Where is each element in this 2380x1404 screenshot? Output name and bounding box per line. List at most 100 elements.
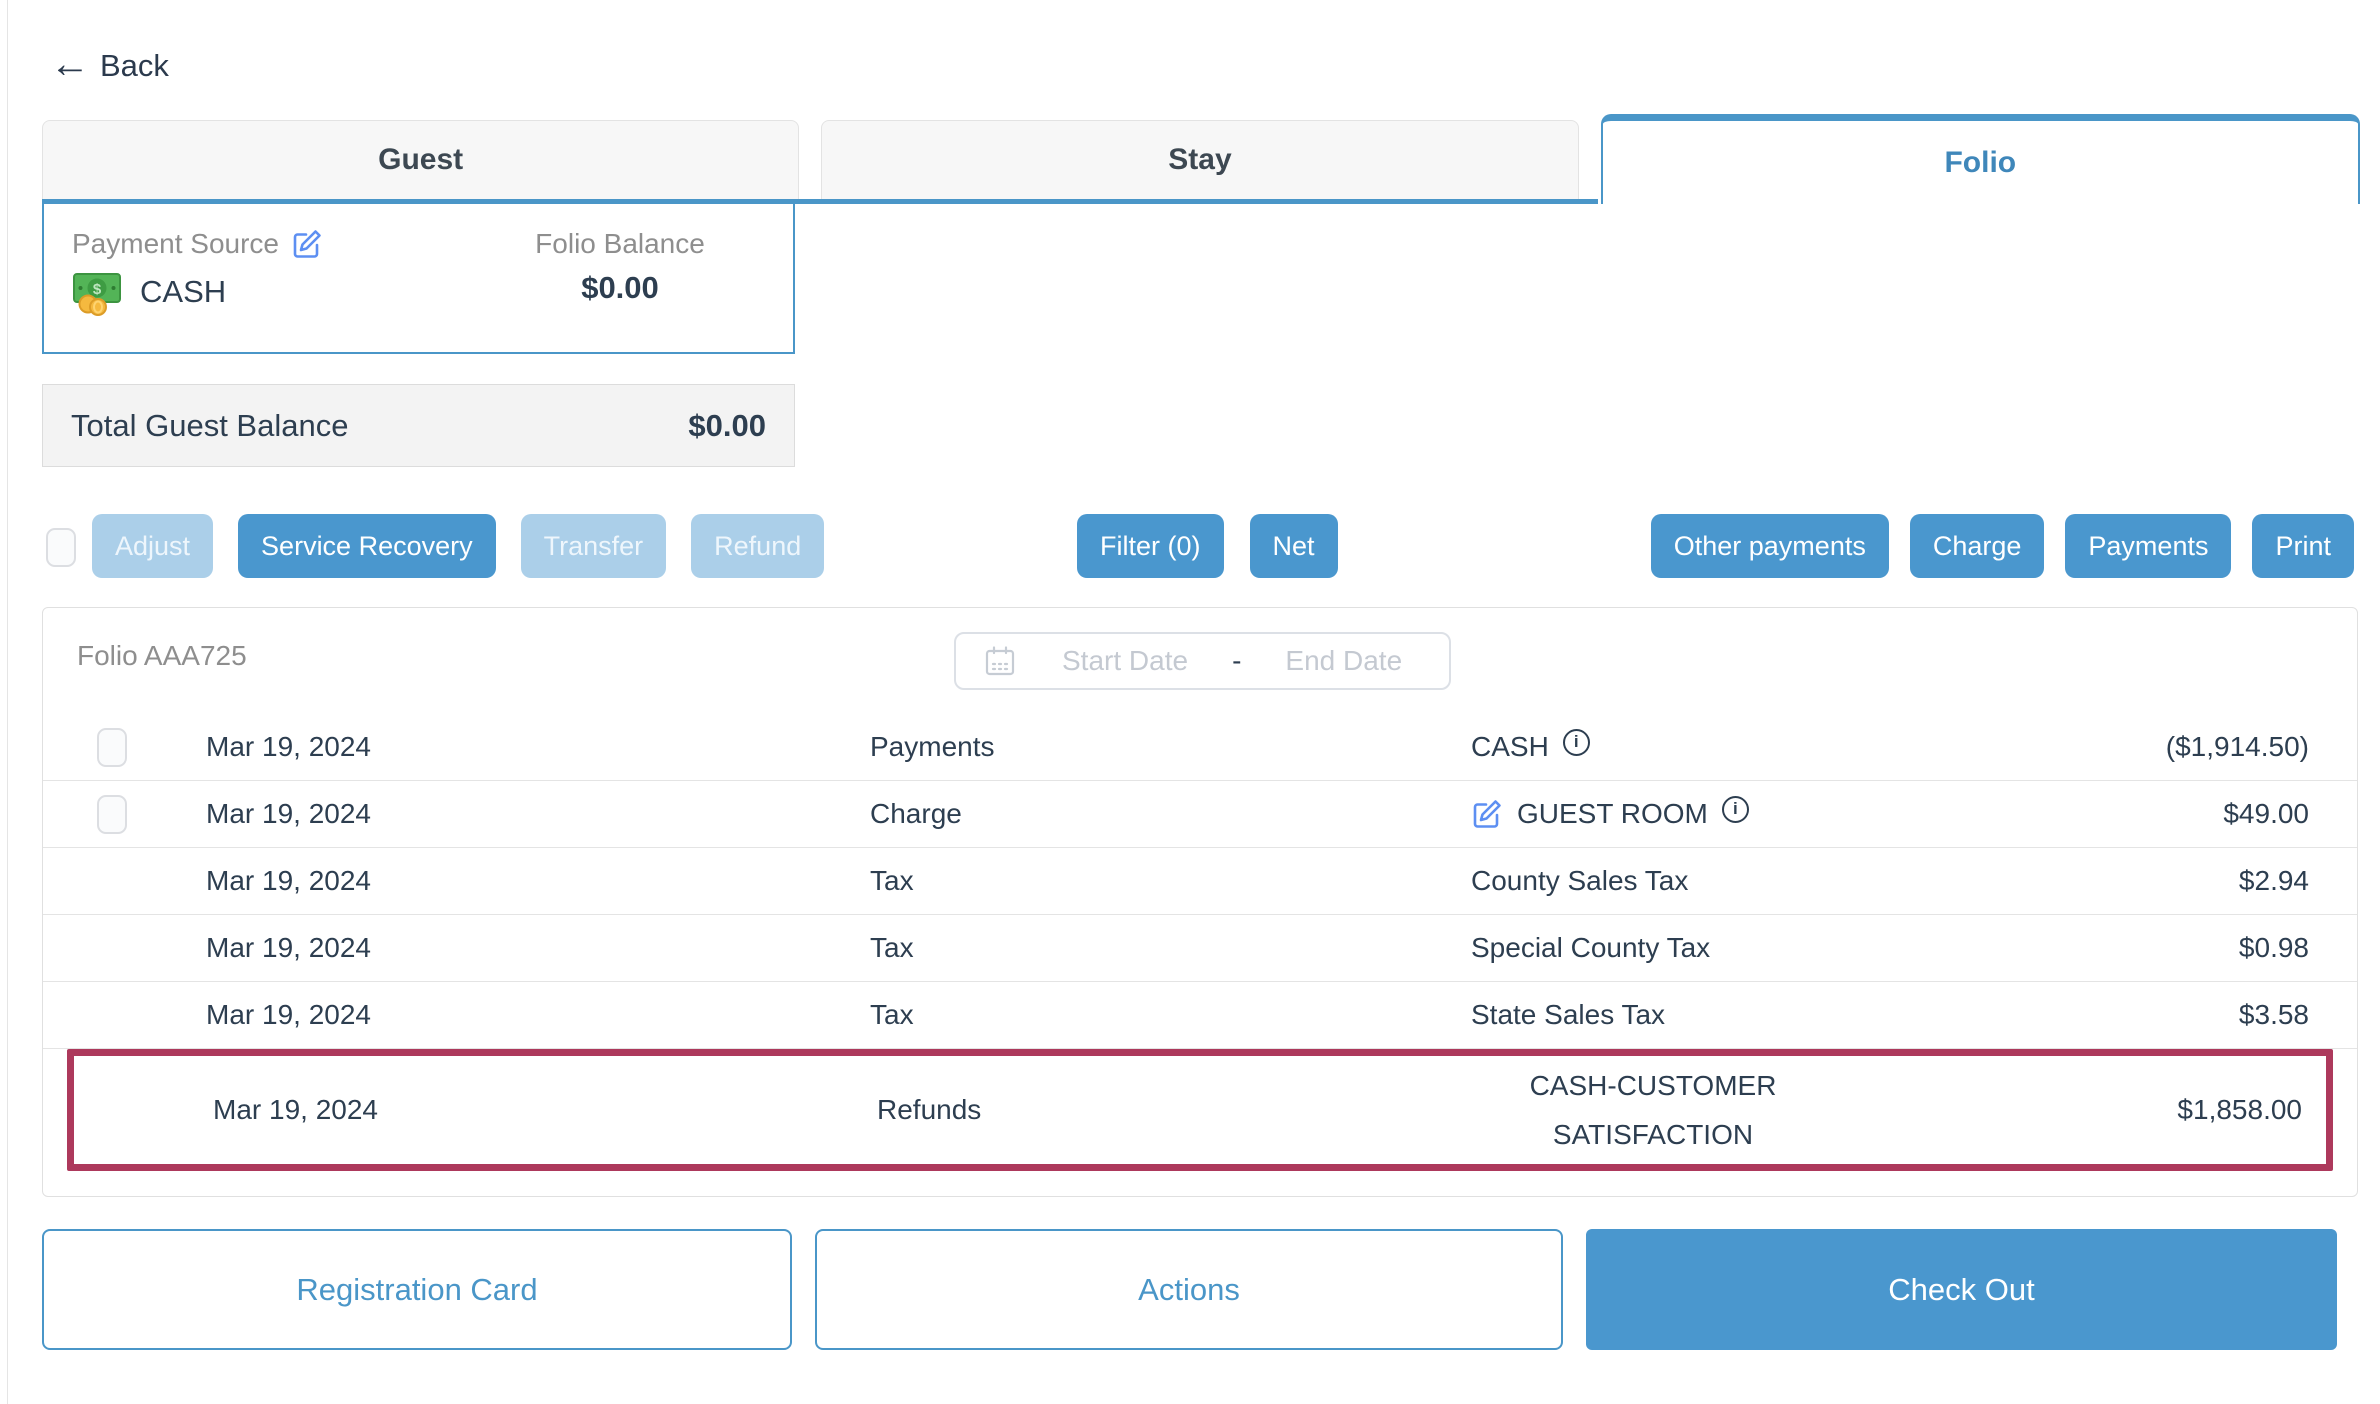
row-checkbox[interactable] (97, 727, 127, 767)
row-description: Special County Tax (1471, 932, 1711, 963)
toolbar-button[interactable]: Service Recovery (238, 514, 496, 578)
tab-label: Folio (1944, 145, 2017, 179)
row-description: CASH-CUSTOMER SATISFACTION (1529, 1070, 1777, 1150)
back-button[interactable]: ← Back (50, 44, 169, 84)
payment-method-value: CASH (140, 274, 227, 309)
row-checkbox[interactable] (97, 794, 127, 834)
row-description: CASH (1471, 731, 1549, 762)
page-edge-divider (7, 0, 8, 1404)
payment-source-label: Payment Source (72, 228, 279, 259)
toolbar-button[interactable]: Other payments (1650, 514, 1889, 578)
row-checkbox-cell (43, 727, 206, 767)
tab-label: Stay (1168, 143, 1232, 176)
total-guest-balance-value: $0.00 (688, 407, 766, 443)
row-amount: $2.94 (2238, 865, 2309, 896)
actions-label: Actions (1138, 1271, 1240, 1307)
row-amount: ($1,914.50) (2165, 731, 2309, 762)
table-row[interactable]: Mar 19, 2024 Tax State Sales Tax $3.58 (43, 982, 2357, 1049)
svg-text:$: $ (93, 281, 102, 298)
info-icon[interactable]: i (1562, 728, 1590, 756)
row-description: County Sales Tax (1471, 865, 1689, 896)
date-range-filter[interactable]: Start Date - End Date (954, 632, 1451, 690)
row-type: Refunds (877, 1094, 982, 1125)
row-description-cell: GUEST ROOM i (1471, 795, 2119, 830)
row-date: Mar 19, 2024 (213, 1094, 378, 1125)
toolbar-button[interactable]: Transfer (520, 514, 667, 578)
tab[interactable]: Stay (821, 120, 1579, 199)
toolbar-middle-group: Filter (0) Net (1077, 514, 1338, 578)
row-date: Mar 19, 2024 (206, 865, 371, 896)
tab[interactable]: Guest (42, 120, 800, 199)
calendar-icon (982, 643, 1018, 679)
payment-source-left: Payment Source $ (72, 228, 323, 334)
row-description: GUEST ROOM (1517, 798, 1708, 829)
toolbar-button-label: Other payments (1673, 530, 1866, 561)
folio-number-label: Folio AAA725 (77, 640, 247, 671)
date-separator: - (1232, 645, 1242, 676)
row-date: Mar 19, 2024 (206, 932, 371, 963)
end-date-input[interactable]: End Date (1285, 645, 1403, 676)
check-out-button[interactable]: Check Out (1586, 1229, 2337, 1350)
toolbar-button-label: Adjust (115, 530, 191, 561)
row-date: Mar 19, 2024 (206, 798, 371, 829)
tab-bar: Guest Stay Folio (42, 114, 2360, 204)
actions-button[interactable]: Actions (815, 1229, 1563, 1350)
row-description-cell: State Sales Tax (1471, 999, 2119, 1031)
toolbar-button-label: Print (2275, 530, 2331, 561)
row-type: Tax (870, 865, 914, 896)
row-amount: $3.58 (2238, 999, 2309, 1030)
edit-icon[interactable] (291, 228, 323, 260)
toolbar-button[interactable]: Charge (1909, 514, 2045, 578)
back-arrow-icon: ← (50, 42, 90, 86)
toolbar-button[interactable]: Adjust (92, 514, 214, 578)
row-type: Tax (870, 932, 914, 963)
toolbar-button-label: Filter (0) (1100, 530, 1201, 561)
toolbar-button[interactable]: Payments (2065, 514, 2232, 578)
toolbar-button-label: Transfer (543, 530, 644, 561)
row-description: State Sales Tax (1471, 999, 1666, 1030)
table-row[interactable]: Mar 19, 2024 Refunds CASH-CUSTOMER SATIS… (67, 1049, 2333, 1171)
select-all-checkbox[interactable] (46, 528, 76, 567)
registration-card-button[interactable]: Registration Card (42, 1229, 792, 1350)
total-guest-balance-bar: Total Guest Balance $0.00 (42, 384, 795, 467)
check-out-label: Check Out (1888, 1271, 2035, 1307)
toolbar-button-label: Charge (1932, 530, 2022, 561)
row-type: Charge (870, 798, 962, 829)
toolbar-button-label: Payments (2088, 530, 2209, 561)
row-checkbox-cell (43, 794, 206, 834)
total-guest-balance-label: Total Guest Balance (71, 407, 349, 443)
cash-icon: $ (72, 268, 124, 316)
toolbar-button-label: Refund (714, 530, 802, 561)
folio-table-card: Folio AAA725 Start Date - End Date (42, 607, 2358, 1197)
toolbar: Adjust Service Recovery Transfer Refund … (0, 514, 2380, 580)
toolbar-button[interactable]: Refund (691, 514, 825, 578)
row-description-cell: CASH-CUSTOMER SATISFACTION (1478, 1061, 2126, 1159)
row-amount: $0.98 (2238, 932, 2309, 963)
toolbar-button-label: Service Recovery (261, 530, 473, 561)
tab[interactable]: Folio (1600, 114, 2360, 204)
toolbar-left-group: Adjust Service Recovery Transfer Refund (92, 514, 825, 578)
transaction-rows: Mar 19, 2024 Payments CASH i ($1,914.50)… (43, 714, 2357, 1171)
row-date: Mar 19, 2024 (206, 731, 371, 762)
row-amount: $1,858.00 (2177, 1094, 2302, 1125)
toolbar-button[interactable]: Net (1249, 514, 1338, 578)
row-type: Payments (870, 731, 995, 762)
start-date-input[interactable]: Start Date (1062, 645, 1189, 676)
info-icon[interactable]: i (1721, 795, 1749, 823)
toolbar-right-group: Other payments Charge Payments Print (1650, 514, 2354, 578)
table-row[interactable]: Mar 19, 2024 Tax Special County Tax $0.9… (43, 915, 2357, 982)
edit-icon[interactable] (1471, 798, 1503, 830)
row-type: Tax (870, 999, 914, 1030)
folio-balance-label: Folio Balance (535, 228, 705, 259)
toolbar-button[interactable]: Filter (0) (1077, 514, 1224, 578)
registration-card-label: Registration Card (296, 1271, 538, 1307)
table-row[interactable]: Mar 19, 2024 Payments CASH i ($1,914.50) (43, 714, 2357, 781)
toolbar-button[interactable]: Print (2252, 514, 2354, 578)
tab-label: Guest (378, 143, 464, 176)
toolbar-button-label: Net (1272, 530, 1315, 561)
row-description-cell: County Sales Tax (1471, 865, 2119, 897)
payment-source-card: Payment Source $ (42, 202, 795, 354)
table-row[interactable]: Mar 19, 2024 Tax County Sales Tax $2.94 (43, 848, 2357, 915)
folio-balance-block: Folio Balance $0.00 (505, 228, 735, 334)
table-row[interactable]: Mar 19, 2024 Charge GUEST ROOM i $49.00 (43, 781, 2357, 848)
